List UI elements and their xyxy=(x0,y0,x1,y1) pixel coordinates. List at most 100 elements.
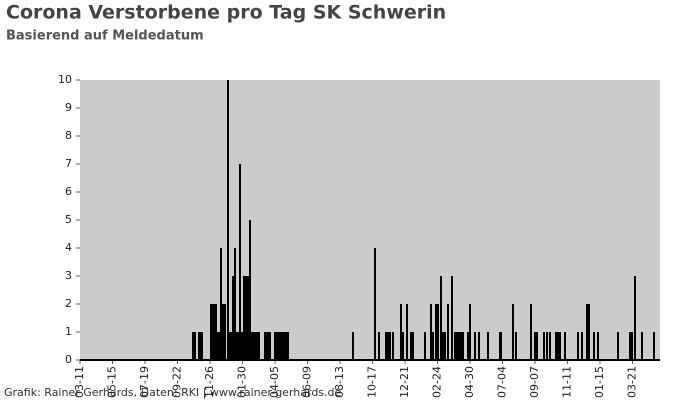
bar xyxy=(456,332,458,360)
x-tick-label: 01-15 xyxy=(593,366,606,398)
x-tick-label: 09-22 xyxy=(171,366,184,398)
bar xyxy=(451,276,453,360)
bar xyxy=(454,332,456,360)
bar xyxy=(239,164,241,360)
bar xyxy=(440,276,442,360)
bar xyxy=(500,332,502,360)
bar xyxy=(194,332,196,360)
x-tick-label: 04-30 xyxy=(463,366,476,398)
x-tick-label: 10-17 xyxy=(366,366,379,398)
bar xyxy=(387,332,389,360)
bar xyxy=(389,332,391,360)
x-tick-label: 09-07 xyxy=(528,366,541,398)
y-tick-label: 0 xyxy=(65,353,72,366)
bar xyxy=(406,304,408,360)
x-tick-label: 07-19 xyxy=(138,366,151,398)
x-tick-label: 11-26 xyxy=(203,366,216,398)
bar xyxy=(285,332,287,360)
bar xyxy=(234,248,236,360)
x-tick-label: 11-11 xyxy=(561,366,574,398)
y-tick-label: 9 xyxy=(65,101,72,114)
plot-background xyxy=(80,80,660,360)
bar xyxy=(283,332,285,360)
y-tick-label: 8 xyxy=(65,129,72,142)
bar xyxy=(254,332,256,360)
bar xyxy=(258,332,260,360)
bar xyxy=(577,332,579,360)
bar xyxy=(474,332,476,360)
bar xyxy=(462,332,464,360)
x-tick-label: 06-09 xyxy=(301,366,314,398)
bar xyxy=(634,276,636,360)
bar xyxy=(641,332,643,360)
bar xyxy=(631,332,633,360)
bar xyxy=(378,332,380,360)
x-tick-label: 01-30 xyxy=(236,366,249,398)
bar xyxy=(588,304,590,360)
bar xyxy=(232,276,234,360)
bar xyxy=(267,332,269,360)
x-tick-label: 03-11 xyxy=(73,366,86,398)
bar xyxy=(256,332,258,360)
bar xyxy=(201,332,203,360)
bar xyxy=(593,332,595,360)
bar xyxy=(249,220,251,360)
bar xyxy=(447,304,449,360)
bar xyxy=(410,332,412,360)
bar xyxy=(581,332,583,360)
bar xyxy=(469,304,471,360)
bar xyxy=(437,304,439,360)
bar xyxy=(220,248,222,360)
bar xyxy=(230,332,232,360)
bar xyxy=(555,332,557,360)
y-tick-label: 10 xyxy=(58,73,72,86)
bar xyxy=(247,276,249,360)
bar xyxy=(385,332,387,360)
bar xyxy=(430,304,432,360)
y-tick-label: 5 xyxy=(65,213,72,226)
bar xyxy=(412,332,414,360)
bar xyxy=(617,332,619,360)
bar xyxy=(241,332,243,360)
bar xyxy=(629,332,631,360)
bar xyxy=(512,304,514,360)
bar xyxy=(487,332,489,360)
bar xyxy=(252,332,254,360)
bar xyxy=(543,332,545,360)
y-tick-label: 4 xyxy=(65,241,72,254)
bar xyxy=(281,332,283,360)
bar xyxy=(279,332,281,360)
bar xyxy=(597,332,599,360)
y-tick-label: 1 xyxy=(65,325,72,338)
source-note: Grafik: Rainer Gerhards, Daten: RKI | ww… xyxy=(4,386,342,399)
bar xyxy=(653,332,655,360)
bar xyxy=(227,80,229,360)
bar xyxy=(435,304,437,360)
x-tick-label: 04-05 xyxy=(268,366,281,398)
bar xyxy=(400,304,402,360)
y-tick-label: 2 xyxy=(65,297,72,310)
bar xyxy=(534,332,536,360)
bar xyxy=(559,332,561,360)
x-tick-label: 05-15 xyxy=(106,366,119,398)
chart-title: Corona Verstorbene pro Tag SK Schwerin xyxy=(6,2,446,24)
bar xyxy=(460,332,462,360)
x-tick-label: 08-13 xyxy=(333,366,346,398)
x-tick-label: 03-21 xyxy=(626,366,639,398)
bar xyxy=(432,332,434,360)
bar xyxy=(586,304,588,360)
bar xyxy=(392,332,394,360)
bar xyxy=(546,332,548,360)
chart-subtitle: Basierend auf Meldedatum xyxy=(6,29,204,44)
bar xyxy=(424,332,426,360)
y-tick-label: 7 xyxy=(65,157,72,170)
bar xyxy=(530,304,532,360)
bar xyxy=(275,332,277,360)
bar xyxy=(549,332,551,360)
x-tick-label: 12-21 xyxy=(398,366,411,398)
bar xyxy=(287,332,289,360)
bar xyxy=(237,332,239,360)
bar xyxy=(467,332,469,360)
bar xyxy=(224,304,226,360)
